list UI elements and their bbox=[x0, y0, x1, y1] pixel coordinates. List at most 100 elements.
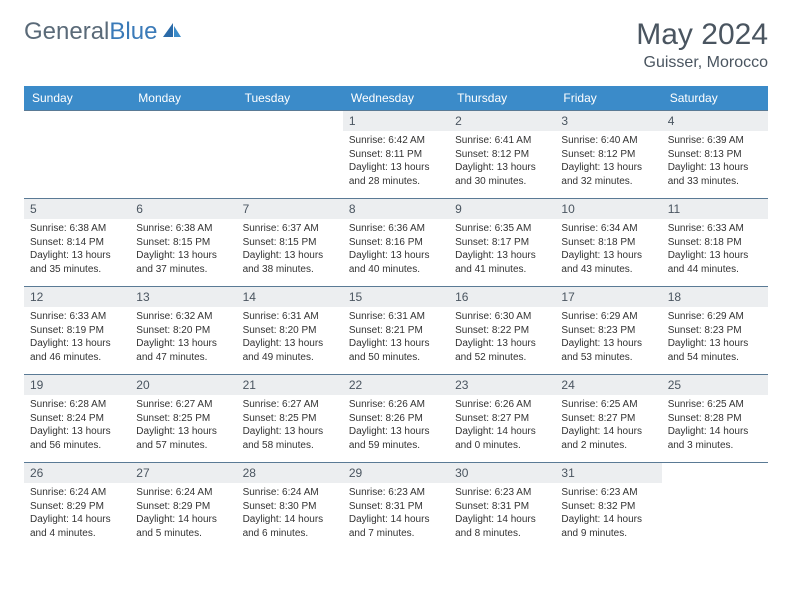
weekday-header-row: SundayMondayTuesdayWednesdayThursdayFrid… bbox=[24, 86, 768, 111]
calendar-day-cell: 15Sunrise: 6:31 AMSunset: 8:21 PMDayligh… bbox=[343, 287, 449, 375]
calendar-day-cell: 13Sunrise: 6:32 AMSunset: 8:20 PMDayligh… bbox=[130, 287, 236, 375]
day-number: 25 bbox=[662, 375, 768, 395]
weekday-header: Sunday bbox=[24, 86, 130, 111]
location-label: Guisser, Morocco bbox=[636, 54, 768, 72]
day-details: Sunrise: 6:29 AMSunset: 8:23 PMDaylight:… bbox=[555, 307, 661, 370]
day-details: Sunrise: 6:40 AMSunset: 8:12 PMDaylight:… bbox=[555, 131, 661, 194]
day-number: 16 bbox=[449, 287, 555, 307]
weekday-header: Monday bbox=[130, 86, 236, 111]
day-number: 9 bbox=[449, 199, 555, 219]
day-details: Sunrise: 6:38 AMSunset: 8:14 PMDaylight:… bbox=[24, 219, 130, 282]
weekday-header: Tuesday bbox=[237, 86, 343, 111]
day-number: 26 bbox=[24, 463, 130, 483]
day-details: Sunrise: 6:31 AMSunset: 8:21 PMDaylight:… bbox=[343, 307, 449, 370]
calendar-day-cell: 18Sunrise: 6:29 AMSunset: 8:23 PMDayligh… bbox=[662, 287, 768, 375]
day-number: 29 bbox=[343, 463, 449, 483]
title-block: May 2024 Guisser, Morocco bbox=[636, 18, 768, 72]
day-details: Sunrise: 6:42 AMSunset: 8:11 PMDaylight:… bbox=[343, 131, 449, 194]
calendar-body: 1Sunrise: 6:42 AMSunset: 8:11 PMDaylight… bbox=[24, 111, 768, 551]
day-number: 11 bbox=[662, 199, 768, 219]
calendar-week-row: 12Sunrise: 6:33 AMSunset: 8:19 PMDayligh… bbox=[24, 287, 768, 375]
calendar-day-cell: 1Sunrise: 6:42 AMSunset: 8:11 PMDaylight… bbox=[343, 111, 449, 199]
calendar-day-cell: 14Sunrise: 6:31 AMSunset: 8:20 PMDayligh… bbox=[237, 287, 343, 375]
day-number: 17 bbox=[555, 287, 661, 307]
weekday-header: Saturday bbox=[662, 86, 768, 111]
calendar-day-cell: 21Sunrise: 6:27 AMSunset: 8:25 PMDayligh… bbox=[237, 375, 343, 463]
day-number: 12 bbox=[24, 287, 130, 307]
day-details: Sunrise: 6:33 AMSunset: 8:18 PMDaylight:… bbox=[662, 219, 768, 282]
day-number: 23 bbox=[449, 375, 555, 395]
calendar-week-row: 5Sunrise: 6:38 AMSunset: 8:14 PMDaylight… bbox=[24, 199, 768, 287]
day-number: 15 bbox=[343, 287, 449, 307]
weekday-header: Wednesday bbox=[343, 86, 449, 111]
calendar-day-cell: 3Sunrise: 6:40 AMSunset: 8:12 PMDaylight… bbox=[555, 111, 661, 199]
day-details: Sunrise: 6:39 AMSunset: 8:13 PMDaylight:… bbox=[662, 131, 768, 194]
calendar-day-cell: 31Sunrise: 6:23 AMSunset: 8:32 PMDayligh… bbox=[555, 463, 661, 551]
brand-part1: General bbox=[24, 18, 109, 46]
day-details: Sunrise: 6:27 AMSunset: 8:25 PMDaylight:… bbox=[237, 395, 343, 458]
calendar-day-cell: 8Sunrise: 6:36 AMSunset: 8:16 PMDaylight… bbox=[343, 199, 449, 287]
day-number: 10 bbox=[555, 199, 661, 219]
calendar-day-cell: 25Sunrise: 6:25 AMSunset: 8:28 PMDayligh… bbox=[662, 375, 768, 463]
calendar-day-cell: 4Sunrise: 6:39 AMSunset: 8:13 PMDaylight… bbox=[662, 111, 768, 199]
day-details: Sunrise: 6:31 AMSunset: 8:20 PMDaylight:… bbox=[237, 307, 343, 370]
day-details: Sunrise: 6:24 AMSunset: 8:30 PMDaylight:… bbox=[237, 483, 343, 546]
day-number: 31 bbox=[555, 463, 661, 483]
day-details: Sunrise: 6:27 AMSunset: 8:25 PMDaylight:… bbox=[130, 395, 236, 458]
day-details: Sunrise: 6:26 AMSunset: 8:27 PMDaylight:… bbox=[449, 395, 555, 458]
day-details: Sunrise: 6:33 AMSunset: 8:19 PMDaylight:… bbox=[24, 307, 130, 370]
day-details: Sunrise: 6:23 AMSunset: 8:32 PMDaylight:… bbox=[555, 483, 661, 546]
calendar-day-cell: 11Sunrise: 6:33 AMSunset: 8:18 PMDayligh… bbox=[662, 199, 768, 287]
day-number: 22 bbox=[343, 375, 449, 395]
day-details: Sunrise: 6:25 AMSunset: 8:27 PMDaylight:… bbox=[555, 395, 661, 458]
day-details: Sunrise: 6:28 AMSunset: 8:24 PMDaylight:… bbox=[24, 395, 130, 458]
day-number: 21 bbox=[237, 375, 343, 395]
calendar-day-cell: 23Sunrise: 6:26 AMSunset: 8:27 PMDayligh… bbox=[449, 375, 555, 463]
calendar-day-cell: 16Sunrise: 6:30 AMSunset: 8:22 PMDayligh… bbox=[449, 287, 555, 375]
calendar-day-cell: 30Sunrise: 6:23 AMSunset: 8:31 PMDayligh… bbox=[449, 463, 555, 551]
day-details: Sunrise: 6:32 AMSunset: 8:20 PMDaylight:… bbox=[130, 307, 236, 370]
calendar-day-cell: 28Sunrise: 6:24 AMSunset: 8:30 PMDayligh… bbox=[237, 463, 343, 551]
day-details: Sunrise: 6:23 AMSunset: 8:31 PMDaylight:… bbox=[449, 483, 555, 546]
day-details: Sunrise: 6:23 AMSunset: 8:31 PMDaylight:… bbox=[343, 483, 449, 546]
calendar-day-cell: 29Sunrise: 6:23 AMSunset: 8:31 PMDayligh… bbox=[343, 463, 449, 551]
day-details: Sunrise: 6:24 AMSunset: 8:29 PMDaylight:… bbox=[24, 483, 130, 546]
calendar-day-cell: 6Sunrise: 6:38 AMSunset: 8:15 PMDaylight… bbox=[130, 199, 236, 287]
day-number: 18 bbox=[662, 287, 768, 307]
day-number: 14 bbox=[237, 287, 343, 307]
calendar-day-cell: 19Sunrise: 6:28 AMSunset: 8:24 PMDayligh… bbox=[24, 375, 130, 463]
calendar-day-cell: 26Sunrise: 6:24 AMSunset: 8:29 PMDayligh… bbox=[24, 463, 130, 551]
month-title: May 2024 bbox=[636, 18, 768, 52]
day-number: 13 bbox=[130, 287, 236, 307]
calendar-day-cell: 24Sunrise: 6:25 AMSunset: 8:27 PMDayligh… bbox=[555, 375, 661, 463]
weekday-header: Thursday bbox=[449, 86, 555, 111]
calendar-day-cell: 10Sunrise: 6:34 AMSunset: 8:18 PMDayligh… bbox=[555, 199, 661, 287]
day-number: 6 bbox=[130, 199, 236, 219]
page-header: GeneralBlue May 2024 Guisser, Morocco bbox=[24, 18, 768, 72]
day-number: 2 bbox=[449, 111, 555, 131]
calendar-day-cell: 9Sunrise: 6:35 AMSunset: 8:17 PMDaylight… bbox=[449, 199, 555, 287]
day-number: 3 bbox=[555, 111, 661, 131]
day-number: 28 bbox=[237, 463, 343, 483]
day-details: Sunrise: 6:37 AMSunset: 8:15 PMDaylight:… bbox=[237, 219, 343, 282]
sail-icon bbox=[161, 18, 183, 46]
weekday-header: Friday bbox=[555, 86, 661, 111]
day-number: 5 bbox=[24, 199, 130, 219]
day-number: 20 bbox=[130, 375, 236, 395]
day-details: Sunrise: 6:30 AMSunset: 8:22 PMDaylight:… bbox=[449, 307, 555, 370]
day-number: 7 bbox=[237, 199, 343, 219]
calendar-day-cell: 22Sunrise: 6:26 AMSunset: 8:26 PMDayligh… bbox=[343, 375, 449, 463]
calendar-day-cell bbox=[130, 111, 236, 199]
calendar-week-row: 26Sunrise: 6:24 AMSunset: 8:29 PMDayligh… bbox=[24, 463, 768, 551]
day-details: Sunrise: 6:29 AMSunset: 8:23 PMDaylight:… bbox=[662, 307, 768, 370]
day-details: Sunrise: 6:24 AMSunset: 8:29 PMDaylight:… bbox=[130, 483, 236, 546]
day-number: 1 bbox=[343, 111, 449, 131]
day-details: Sunrise: 6:35 AMSunset: 8:17 PMDaylight:… bbox=[449, 219, 555, 282]
day-details: Sunrise: 6:36 AMSunset: 8:16 PMDaylight:… bbox=[343, 219, 449, 282]
calendar-day-cell: 2Sunrise: 6:41 AMSunset: 8:12 PMDaylight… bbox=[449, 111, 555, 199]
calendar-week-row: 19Sunrise: 6:28 AMSunset: 8:24 PMDayligh… bbox=[24, 375, 768, 463]
calendar-day-cell: 5Sunrise: 6:38 AMSunset: 8:14 PMDaylight… bbox=[24, 199, 130, 287]
brand-part2: Blue bbox=[109, 18, 157, 46]
calendar-day-cell: 17Sunrise: 6:29 AMSunset: 8:23 PMDayligh… bbox=[555, 287, 661, 375]
calendar-day-cell bbox=[237, 111, 343, 199]
